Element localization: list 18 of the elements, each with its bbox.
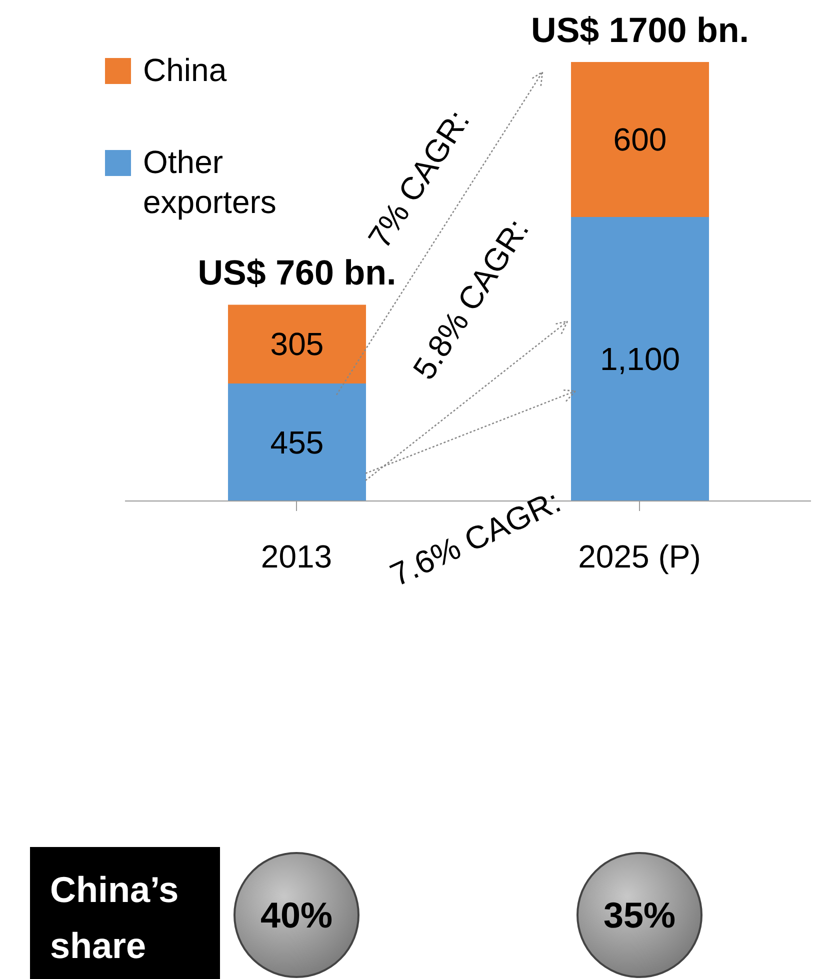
bar bbox=[228, 384, 366, 501]
annotation: 7.6% CAGR: bbox=[384, 483, 566, 594]
total-label: US$ 760 bn. bbox=[198, 254, 396, 293]
data-label: 305 bbox=[270, 326, 324, 362]
text: China’s share bbox=[50, 869, 179, 966]
bar bbox=[571, 216, 709, 501]
text: 40% bbox=[260, 894, 333, 936]
legend-label: Other exporters bbox=[143, 143, 278, 222]
data-label: 600 bbox=[613, 121, 667, 158]
bar bbox=[228, 304, 366, 384]
total-label: US$ 1700 bn. bbox=[531, 11, 749, 50]
data-label: 1,100 bbox=[600, 340, 680, 377]
bar bbox=[571, 62, 709, 217]
data-label: 455 bbox=[270, 424, 324, 460]
text: 35% bbox=[603, 894, 676, 936]
x-tick-label: 2025 (P) bbox=[578, 538, 701, 575]
legend-label: China bbox=[143, 51, 228, 90]
x-tick-label: 2013 bbox=[260, 538, 332, 575]
